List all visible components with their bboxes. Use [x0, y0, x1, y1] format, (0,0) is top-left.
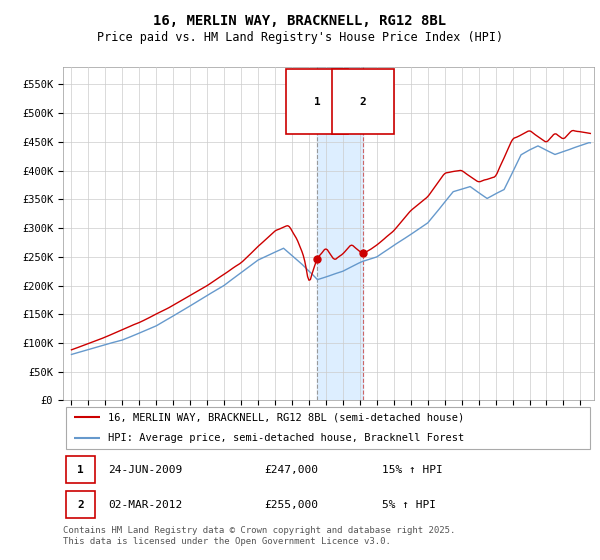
Text: HPI: Average price, semi-detached house, Bracknell Forest: HPI: Average price, semi-detached house,… — [108, 433, 464, 444]
Text: 02-MAR-2012: 02-MAR-2012 — [108, 500, 182, 510]
Text: 24-JUN-2009: 24-JUN-2009 — [108, 465, 182, 475]
Text: 2: 2 — [359, 97, 366, 106]
Text: 1: 1 — [314, 97, 320, 106]
Text: 15% ↑ HPI: 15% ↑ HPI — [382, 465, 442, 475]
Text: Contains HM Land Registry data © Crown copyright and database right 2025.
This d: Contains HM Land Registry data © Crown c… — [63, 526, 455, 546]
Text: 2: 2 — [77, 500, 83, 510]
Text: £247,000: £247,000 — [265, 465, 319, 475]
Text: 5% ↑ HPI: 5% ↑ HPI — [382, 500, 436, 510]
Text: 16, MERLIN WAY, BRACKNELL, RG12 8BL (semi-detached house): 16, MERLIN WAY, BRACKNELL, RG12 8BL (sem… — [108, 412, 464, 422]
Text: 1: 1 — [77, 465, 83, 475]
FancyBboxPatch shape — [65, 456, 95, 483]
FancyBboxPatch shape — [65, 492, 95, 518]
FancyBboxPatch shape — [65, 407, 590, 449]
Bar — [317, 67, 363, 400]
Text: £255,000: £255,000 — [265, 500, 319, 510]
Text: Price paid vs. HM Land Registry's House Price Index (HPI): Price paid vs. HM Land Registry's House … — [97, 31, 503, 44]
Text: 16, MERLIN WAY, BRACKNELL, RG12 8BL: 16, MERLIN WAY, BRACKNELL, RG12 8BL — [154, 14, 446, 28]
